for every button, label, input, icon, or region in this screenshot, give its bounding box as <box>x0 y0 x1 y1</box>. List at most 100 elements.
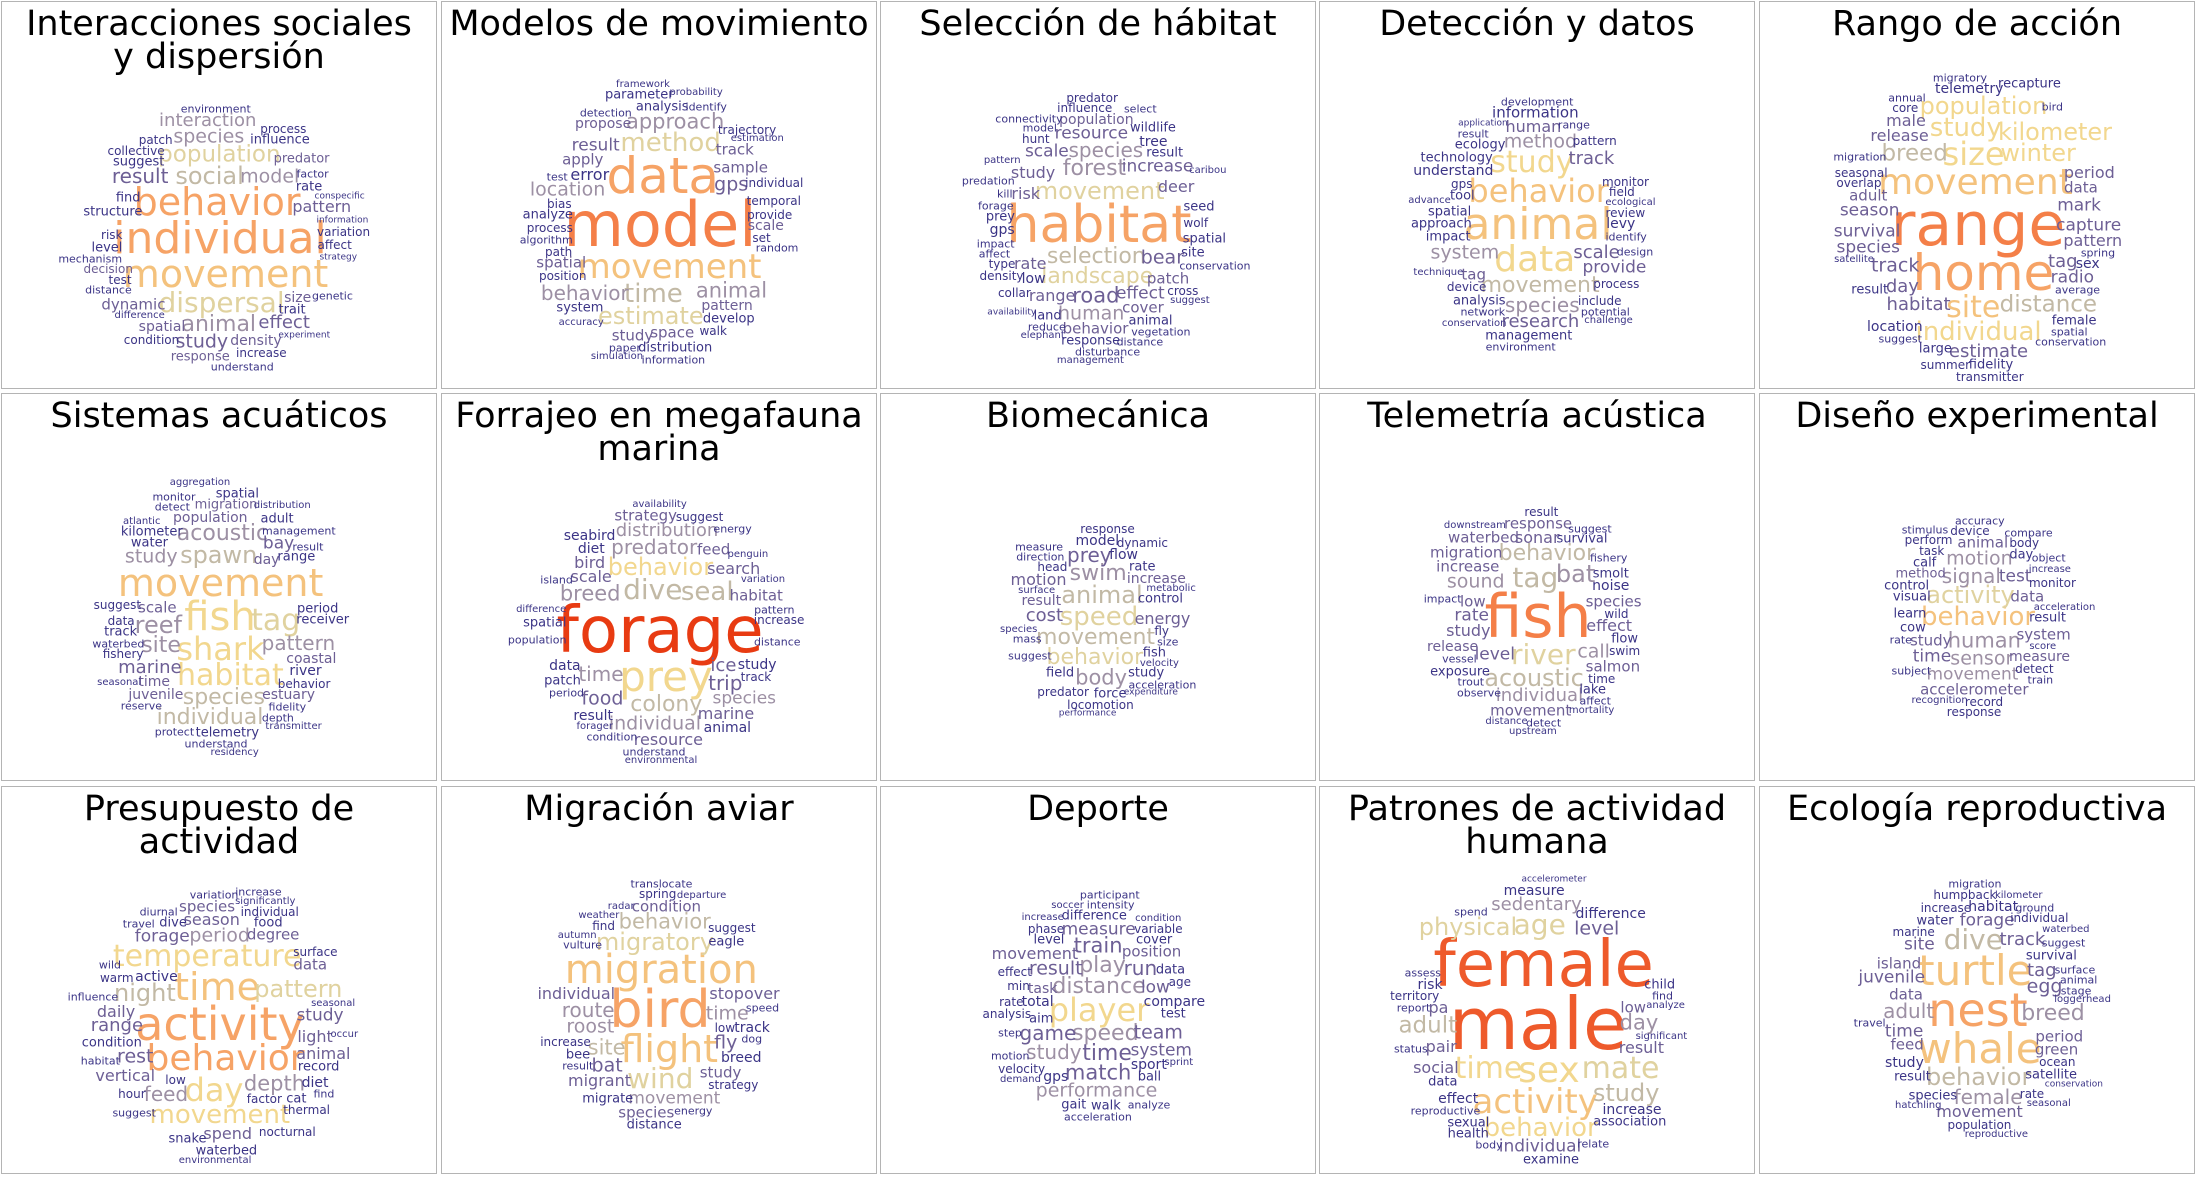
cloud-word: water <box>130 535 168 551</box>
cloud-word: ecological <box>1605 196 1656 208</box>
cloud-word: task <box>1919 543 1945 558</box>
cloud-word: residency <box>210 747 259 759</box>
cloud-word: cost <box>1025 604 1064 626</box>
cloud-word: affect <box>1579 694 1611 708</box>
panel-title: Selección de hábitat <box>919 4 1277 44</box>
cloud-word: risk <box>1417 976 1443 993</box>
cloud-word: mortality <box>1568 704 1615 716</box>
cloud-word: find <box>115 190 141 206</box>
cloud-word: apply <box>562 150 604 169</box>
cloud-word: period <box>2063 163 2115 183</box>
cloud-word: data <box>549 657 581 674</box>
cloud-word: adult <box>1849 186 1888 205</box>
cloud-word: seasonal <box>1834 165 1888 180</box>
cloud-word: time <box>705 1002 749 1025</box>
cloud-word: scale <box>747 218 784 235</box>
cloud-word: activity <box>135 997 305 1051</box>
cloud-word: river <box>289 662 322 679</box>
cloud-word: train <box>2027 673 2054 687</box>
cloud-word: trout <box>1457 675 1485 689</box>
cloud-word: resource <box>1054 123 1129 144</box>
cloud-word: result <box>2029 610 2066 626</box>
cloud-word: individual <box>156 704 264 730</box>
cloud-word: mark <box>2057 195 2102 216</box>
cloud-word: dynamic <box>101 295 166 314</box>
cloud-word: reduce <box>1027 320 1066 333</box>
cloud-word: report <box>1396 1001 1431 1015</box>
cloud-word: speed <box>1059 602 1139 632</box>
cloud-word: provide <box>1582 257 1647 278</box>
cloud-word: population <box>1059 111 1134 128</box>
cloud-word: increase <box>1602 1101 1662 1118</box>
cloud-word: information <box>316 215 369 226</box>
cloud-word: performance <box>1058 708 1117 719</box>
cloud-word: study <box>1929 112 2002 143</box>
cloud-word: factor <box>296 167 329 181</box>
cloud-word: migration <box>194 497 258 513</box>
cloud-word: demand <box>999 1073 1041 1085</box>
cloud-word: predation <box>961 174 1015 188</box>
cloud-word: tag <box>1512 560 1559 594</box>
cloud-word: degree <box>246 925 300 944</box>
cloud-word: atlantic <box>122 515 161 527</box>
cloud-word: approach <box>1410 216 1472 232</box>
cloud-word: environmental <box>178 1155 252 1167</box>
cloud-word: location <box>529 178 606 201</box>
cloud-word: body <box>1475 1138 1503 1152</box>
cloud-word: structure <box>83 204 143 220</box>
cloud-word: environment <box>180 102 251 116</box>
cloud-word: colony <box>630 692 703 718</box>
cloud-word: population <box>1947 1118 2012 1133</box>
cloud-word: weather <box>578 910 620 922</box>
cloud-word: availability <box>632 498 687 510</box>
cloud-word: surface <box>2054 963 2096 977</box>
cloud-word: speed <box>745 1001 780 1015</box>
cloud-word: pattern <box>2063 230 2123 250</box>
cloud-word: spring <box>2080 246 2116 260</box>
cloud-word: mechanism <box>58 252 123 266</box>
cloud-word: environmental <box>624 754 698 766</box>
cloud-word: study <box>1446 621 1491 641</box>
cloud-word: aim <box>1029 1011 1054 1027</box>
cloud-word: release <box>1870 125 1929 145</box>
cloud-word: low <box>1460 592 1486 611</box>
cloud-word: feed <box>143 1082 189 1107</box>
cloud-word: provide <box>747 207 793 222</box>
cloud-word: genetic <box>311 289 353 303</box>
cloud-word: record <box>1964 694 2004 709</box>
cloud-word: gps <box>1451 177 1473 192</box>
panel-title: Patrones de actividad humana <box>1347 789 1727 862</box>
cloud-word: sex <box>2075 256 2100 273</box>
cloud-word: pattern <box>983 154 1021 166</box>
cloud-word: forage <box>556 594 764 668</box>
cloud-word: data <box>1494 239 1576 281</box>
cloud-word: time <box>138 673 170 690</box>
cloud-word: result <box>111 164 169 189</box>
cloud-word: behavior <box>1468 171 1609 210</box>
cloud-word: body <box>1075 665 1128 690</box>
cloud-word: response <box>1080 521 1135 536</box>
cloud-word: size <box>1942 134 2005 173</box>
cloud-word: hatchling <box>1895 1099 1942 1111</box>
cloud-word: decision <box>83 262 133 277</box>
cloud-word: road <box>1072 283 1120 308</box>
cloud-word: model <box>1075 532 1120 549</box>
panel-title: Modelos de movimiento <box>449 4 869 44</box>
cloud-word: land <box>1033 308 1062 324</box>
cloud-word: result <box>562 1059 594 1073</box>
cloud-word: kilometer <box>120 524 183 540</box>
cloud-word: kill <box>996 187 1013 201</box>
cloud-word: marine <box>697 703 755 723</box>
cloud-word: field <box>1608 185 1635 200</box>
cloud-word: species <box>1068 138 1144 163</box>
cloud-word: water <box>1916 913 1954 929</box>
cloud-word: wolf <box>1183 216 1209 231</box>
cloud-word: strategy <box>319 252 358 263</box>
cloud-word: reproductive <box>1410 1104 1481 1118</box>
cloud-word: forage <box>1959 910 2015 931</box>
cloud-word: period <box>2035 1027 2084 1046</box>
cloud-word: species <box>712 688 777 709</box>
cloud-word: speed <box>1072 1020 1139 1046</box>
cloud-word: collective <box>107 143 165 158</box>
cloud-word: study <box>611 326 654 345</box>
